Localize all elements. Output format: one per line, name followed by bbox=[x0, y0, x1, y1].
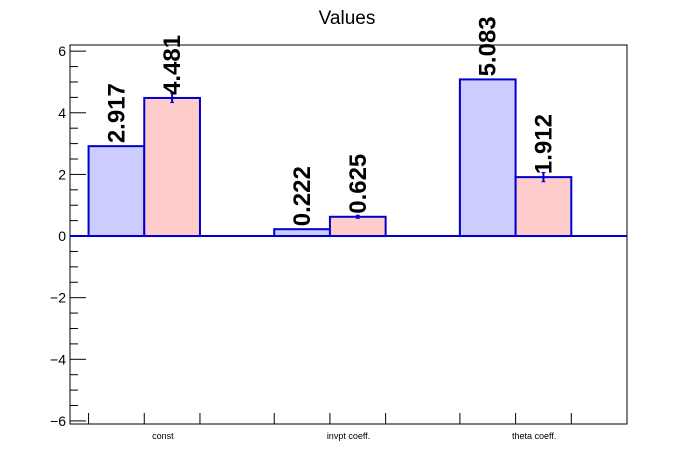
y-tick-label: −2 bbox=[50, 290, 66, 306]
bar-series-group bbox=[70, 78, 627, 238]
bar bbox=[143, 96, 201, 238]
bar bbox=[458, 78, 517, 238]
bar bbox=[273, 228, 331, 238]
bar-value-label: 0.625 bbox=[345, 154, 372, 214]
x-category-label: theta coeff. bbox=[512, 431, 556, 441]
y-tick-label: −4 bbox=[50, 351, 66, 367]
bar bbox=[87, 145, 146, 238]
bar bbox=[514, 176, 573, 238]
data-label-group: 2.917 0.222 5.083 4.481 0.625 1.912 bbox=[103, 16, 557, 226]
bar-value-label: 1.912 bbox=[530, 114, 557, 174]
bar-value-label: 5.083 bbox=[475, 16, 502, 76]
bar-value-label: 2.917 bbox=[103, 83, 130, 143]
y-tick-label: 6 bbox=[58, 43, 66, 59]
x-axis: const invpt coeff. theta coeff. bbox=[88, 413, 572, 441]
plot-frame bbox=[69, 44, 628, 425]
chart-title: Values bbox=[319, 8, 376, 29]
x-category-label: const bbox=[152, 431, 174, 441]
bar-value-label: 4.481 bbox=[159, 35, 186, 95]
bar-value-label: 0.222 bbox=[289, 166, 316, 226]
y-tick-label: 0 bbox=[58, 228, 66, 244]
x-category-label: invpt coeff. bbox=[327, 431, 370, 441]
y-tick-label: 2 bbox=[58, 166, 66, 182]
y-tick-label: −6 bbox=[50, 413, 66, 429]
bar bbox=[328, 215, 387, 238]
y-tick-label: 4 bbox=[58, 105, 66, 121]
y-axis: −6 −4 −2 0 2 4 6 bbox=[50, 43, 86, 429]
